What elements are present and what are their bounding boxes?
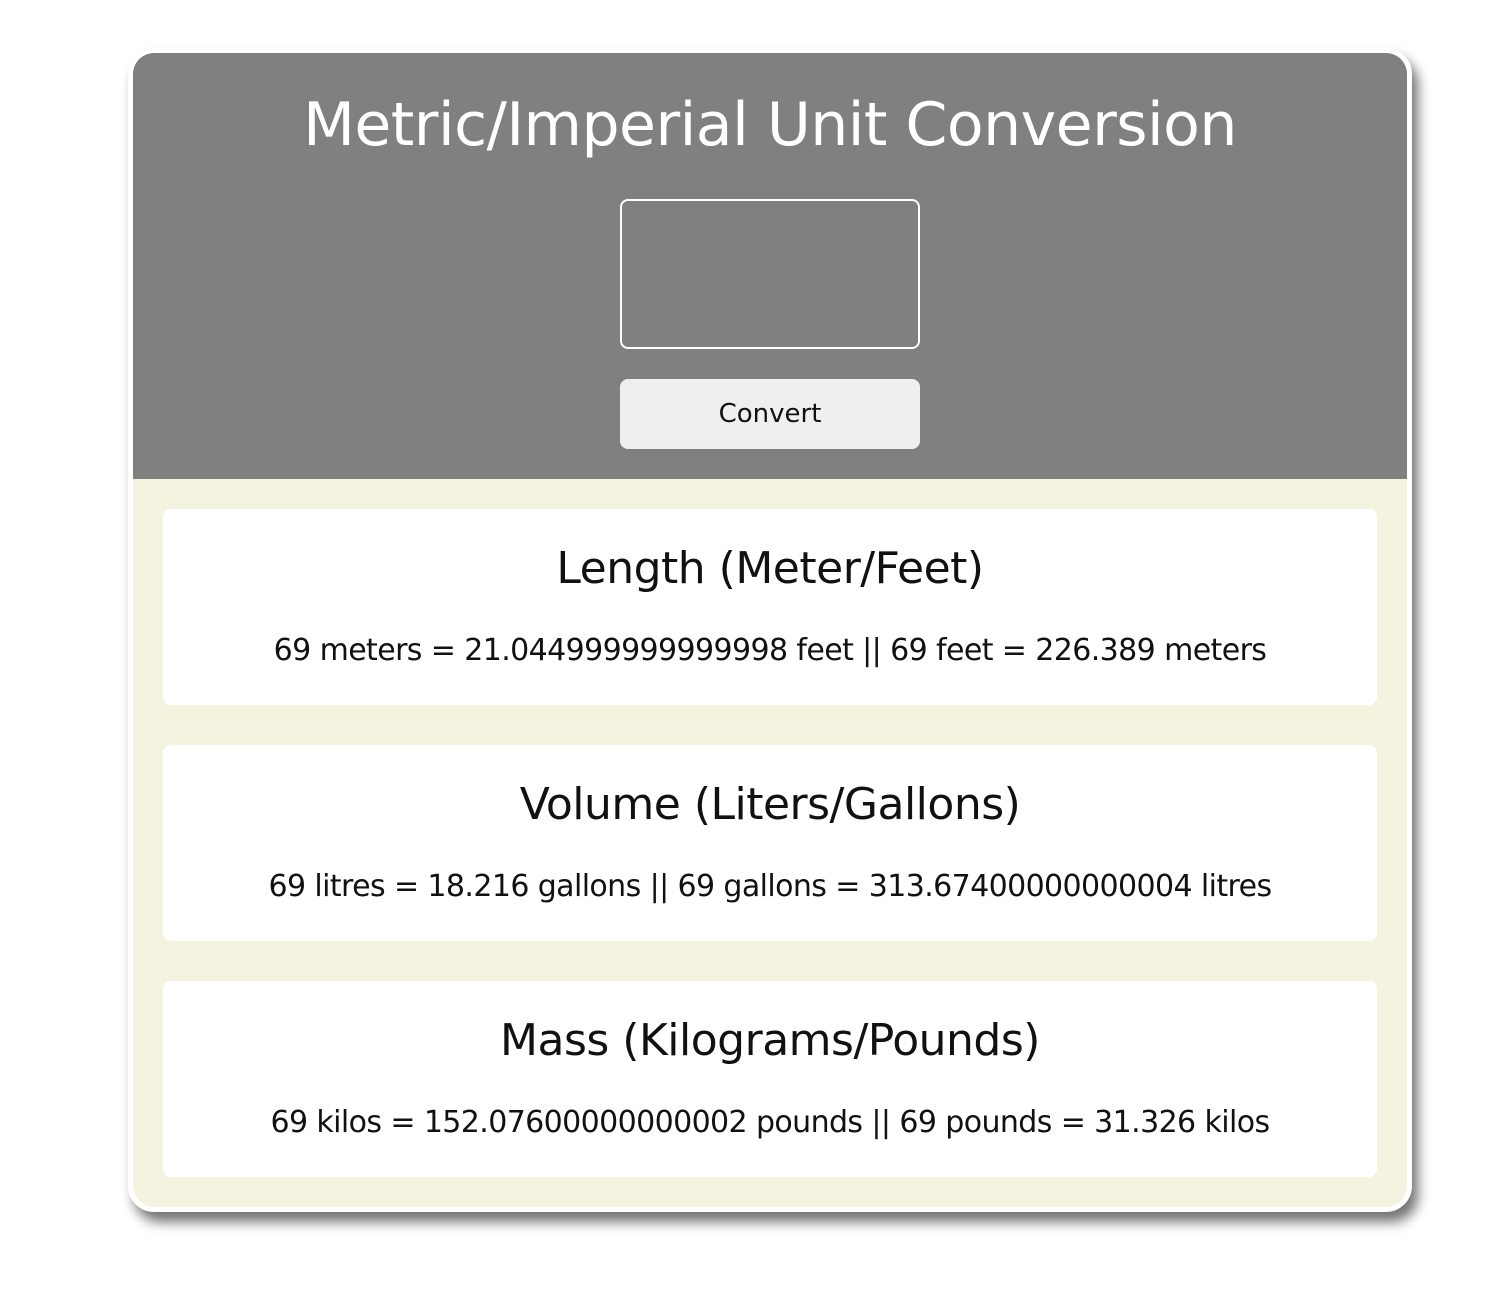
- volume-title: Volume (Liters/Gallons): [519, 779, 1021, 830]
- value-input[interactable]: [620, 199, 920, 349]
- mass-result: 69 kilos = 152.07600000000002 pounds || …: [270, 1105, 1270, 1140]
- page-title: Metric/Imperial Unit Conversion: [303, 90, 1237, 160]
- converter-card: Metric/Imperial Unit Conversion Convert …: [128, 48, 1412, 1212]
- mass-section: Mass (Kilograms/Pounds) 69 kilos = 152.0…: [163, 981, 1377, 1177]
- convert-button[interactable]: Convert: [620, 379, 920, 449]
- length-result: 69 meters = 21.044999999999998 feet || 6…: [273, 633, 1267, 668]
- length-title: Length (Meter/Feet): [556, 543, 984, 594]
- length-section: Length (Meter/Feet) 69 meters = 21.04499…: [163, 509, 1377, 705]
- volume-result: 69 litres = 18.216 gallons || 69 gallons…: [268, 869, 1273, 904]
- header-panel: Metric/Imperial Unit Conversion Convert: [133, 53, 1407, 479]
- mass-title: Mass (Kilograms/Pounds): [500, 1015, 1040, 1066]
- volume-section: Volume (Liters/Gallons) 69 litres = 18.2…: [163, 745, 1377, 941]
